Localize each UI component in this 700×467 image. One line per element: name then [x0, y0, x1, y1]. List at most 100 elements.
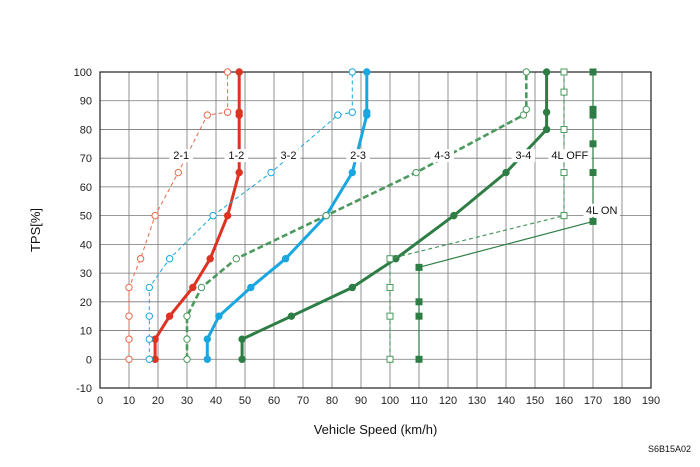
- series-line: [148, 72, 353, 360]
- data-point: [334, 111, 342, 119]
- data-point: [522, 68, 530, 76]
- data-point: [223, 211, 232, 220]
- y-tick-label: 50: [80, 211, 92, 223]
- x-tick-label: 140: [497, 395, 515, 407]
- y-tick-label: 70: [80, 153, 92, 165]
- data-point: [415, 298, 423, 306]
- x-tick-label: 50: [239, 395, 251, 407]
- data-point: [589, 105, 597, 113]
- data-point: [560, 125, 568, 133]
- x-tick-label: 170: [584, 395, 602, 407]
- data-point: [145, 283, 154, 292]
- data-point: [136, 255, 145, 263]
- series-label: 4L ON: [586, 205, 617, 217]
- series-label: 3-4: [515, 150, 531, 162]
- series-label-bg: [169, 149, 193, 163]
- series-label: 2-3: [350, 150, 366, 162]
- data-point: [145, 335, 154, 343]
- y-tick-label: 20: [80, 297, 92, 309]
- series-labels: 2-1 1-2 3-2 2-3 4-3 3-4 4L OFF 4L ON: [169, 149, 620, 217]
- data-point: [267, 168, 275, 177]
- x-axis-title: Vehicle Speed (km/h): [314, 422, 438, 437]
- data-point: [589, 217, 597, 225]
- x-tick-label: 120: [439, 395, 457, 407]
- y-tick-label: 10: [80, 326, 92, 338]
- data-point: [415, 263, 423, 271]
- data-point: [125, 355, 133, 363]
- series-label-bg: [346, 149, 370, 163]
- y-tick-label: 0: [86, 354, 92, 366]
- data-point: [247, 283, 255, 292]
- series-3-2: [145, 68, 356, 363]
- x-tick-label: 130: [468, 395, 486, 407]
- data-point: [238, 335, 246, 343]
- y-tick-label: 60: [80, 182, 92, 194]
- series-label-bg: [548, 149, 592, 163]
- series-4l-off: [386, 68, 568, 363]
- series-line: [128, 72, 229, 360]
- y-axis-title: TPS[%]: [28, 208, 43, 252]
- x-tick-label: 40: [210, 395, 222, 407]
- data-point: [589, 169, 597, 177]
- data-point: [232, 255, 241, 263]
- data-point: [238, 355, 246, 363]
- data-point: [183, 355, 191, 363]
- data-point: [215, 312, 223, 320]
- data-point: [589, 111, 597, 119]
- y-tick-label: 100: [74, 67, 92, 79]
- data-point: [560, 212, 568, 220]
- data-point: [386, 312, 394, 320]
- data-point: [223, 68, 232, 76]
- data-point: [522, 105, 530, 114]
- data-point: [203, 111, 212, 119]
- data-point: [386, 283, 394, 291]
- data-point: [560, 68, 568, 76]
- data-point: [386, 355, 394, 363]
- x-tick-label: 160: [555, 395, 573, 407]
- data-point: [560, 88, 568, 96]
- series-layer: [125, 68, 597, 363]
- x-tick-label: 60: [268, 395, 280, 407]
- x-tick-label: 110: [410, 395, 428, 407]
- data-point: [145, 355, 154, 363]
- x-tick-label: 90: [355, 395, 367, 407]
- data-point: [183, 335, 191, 343]
- x-tick-label: 150: [526, 395, 544, 407]
- series-label-bg: [276, 149, 301, 163]
- y-tick-label: 40: [80, 239, 92, 251]
- data-point: [165, 312, 174, 320]
- data-point: [197, 283, 206, 292]
- x-tick-label: 190: [642, 395, 660, 407]
- series-label-bg: [511, 149, 536, 163]
- x-tick-label: 0: [97, 395, 103, 407]
- data-point: [151, 211, 159, 220]
- series-label: 4-3: [434, 150, 450, 162]
- data-point: [223, 108, 232, 116]
- data-point: [412, 168, 420, 177]
- data-point: [589, 68, 597, 76]
- data-point: [348, 168, 356, 177]
- series-line: [240, 72, 549, 360]
- data-point: [348, 283, 356, 292]
- x-tick-label: 20: [152, 395, 164, 407]
- data-point: [235, 68, 243, 76]
- data-point: [348, 68, 356, 76]
- x-tick-label: 180: [613, 395, 631, 407]
- series-label: 1-2: [228, 150, 244, 162]
- data-point: [189, 283, 197, 292]
- x-tick-label: 80: [326, 395, 338, 407]
- series-label-bg: [583, 203, 620, 217]
- data-point: [183, 312, 191, 320]
- series-4-3: [183, 68, 530, 363]
- series-4l-on: [415, 68, 597, 363]
- data-point: [415, 312, 423, 320]
- x-tick-label: 30: [181, 395, 193, 407]
- y-tick-label: 30: [80, 268, 92, 280]
- x-tick-label: 10: [123, 395, 135, 407]
- data-point: [287, 312, 296, 320]
- series-label: 4L OFF: [551, 150, 588, 162]
- data-point: [363, 68, 371, 76]
